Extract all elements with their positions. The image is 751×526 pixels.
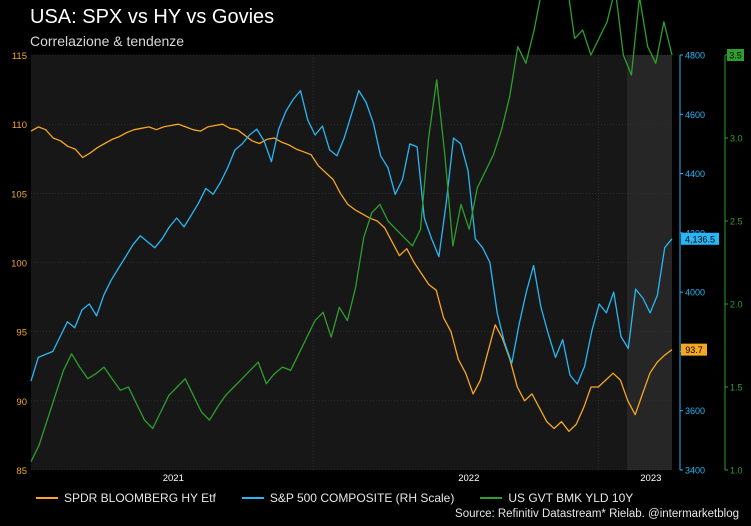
x-tick-label: 2021 — [163, 473, 184, 484]
right-axis-1-tick-label: 4400 — [685, 169, 705, 179]
right-axis-1-tick-label: 3600 — [685, 406, 705, 416]
right-axis-2-tick-label: 2.0 — [730, 300, 743, 310]
left-tick-label: 90 — [16, 397, 27, 408]
series-line-yld — [30, 0, 673, 462]
right-axis-2-tick-label: 3.0 — [730, 134, 743, 144]
legend: SPDR BLOOMBERG HY Etf S&P 500 COMPOSITE … — [36, 491, 633, 505]
right-axis-1-tick-label: 3400 — [685, 466, 705, 476]
left-tick-label: 100 — [11, 259, 27, 270]
last-value-label-yld-box — [727, 49, 744, 61]
right-axis-2-tick-label: 2.5 — [730, 217, 743, 227]
last-value-label-hy: 93.7 — [685, 345, 703, 355]
last-value-label-spx-box — [681, 232, 719, 245]
right-axis-1-tick-label: 4800 — [685, 51, 705, 61]
legend-swatch-yld — [480, 497, 503, 499]
legend-item-spx: S&P 500 COMPOSITE (RH Scale) — [241, 491, 455, 505]
grid — [31, 54, 672, 471]
x-tick-label: 2023 — [640, 473, 661, 484]
right-axis-2-tick-label: 1.0 — [730, 466, 743, 476]
left-tick-label: 115 — [12, 51, 27, 62]
legend-swatch-hy — [36, 497, 58, 499]
legend-item-yld: US GVT BMK YLD 10Y — [480, 491, 633, 505]
last-value-label-hy-box — [681, 343, 707, 356]
value-labels: 93.7 4,136.5 3.5 — [681, 49, 744, 356]
left-tick-label: 95 — [16, 328, 27, 339]
source-note: Source: Refinitiv Datastream* Rielab. @i… — [455, 508, 739, 520]
legend-label-hy: SPDR BLOOMBERG HY Etf — [64, 491, 216, 505]
legend-label-spx: S&P 500 COMPOSITE (RH Scale) — [269, 491, 455, 505]
series-line-hy — [30, 123, 673, 432]
legend-swatch-spx — [241, 497, 264, 499]
chart-title: USA: SPX vs HY vs Govies — [30, 6, 275, 28]
left-tick-label: 105 — [11, 189, 27, 200]
last-value-label-yld: 3.5 — [729, 51, 742, 61]
left-tick-label: 85 — [16, 466, 27, 477]
legend-item-hy: SPDR BLOOMBERG HY Etf — [36, 491, 216, 505]
right-axis-2-tick-label: 1.5 — [730, 383, 743, 393]
series-lines — [30, 0, 673, 462]
right-axis-1-tick-label: 4000 — [685, 288, 705, 298]
legend-label-yld: US GVT BMK YLD 10Y — [508, 491, 634, 505]
chart-subtitle: Correlazione & tendenze — [30, 33, 185, 49]
series-line-spx — [30, 89, 673, 385]
last-value-label-spx: 4,136.5 — [685, 234, 715, 244]
right-axis-1-tick-label: 4600 — [685, 110, 705, 120]
x-tick-label: 2022 — [458, 473, 479, 484]
left-tick-label: 110 — [12, 120, 27, 131]
